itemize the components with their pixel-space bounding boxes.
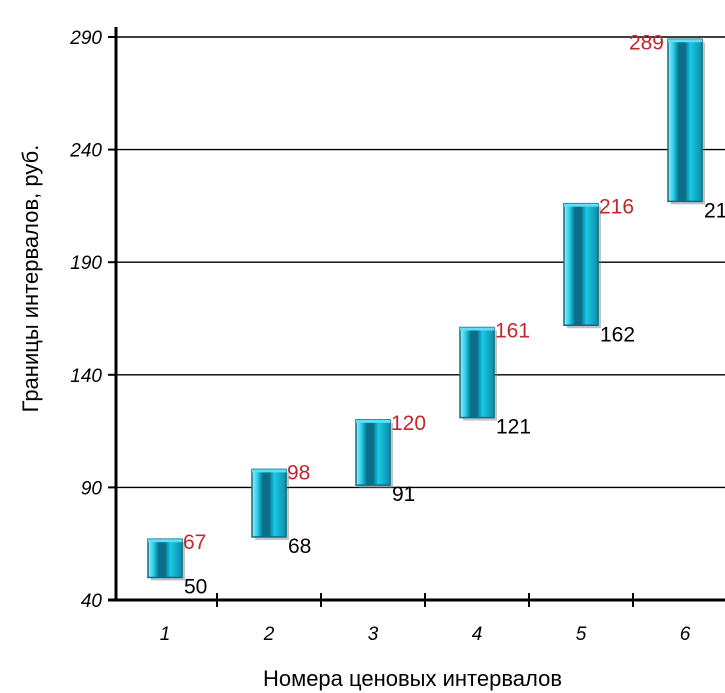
high-label: 216 [599,196,634,219]
gridlines [116,36,725,489]
range-bar-cap [564,203,598,207]
range-bar-cap [668,39,702,43]
range-bar-4 [459,326,497,421]
low-label: 121 [496,416,531,439]
range-bar [251,468,287,538]
low-label: 68 [288,535,311,558]
range-bar-cap [148,539,182,543]
range-bar-1 [147,538,185,581]
range-bar [667,38,703,203]
low-label: 217 [704,199,725,222]
y-tick-label: 290 [69,28,102,49]
range-bar-5 [563,202,601,329]
y-axis-title: Границы интервалов, руб. [18,145,43,413]
range-bar-cap [252,469,286,473]
range-bar-cap [460,327,494,331]
range-bar-2 [251,468,289,540]
y-tick-label: 140 [70,366,102,387]
high-label: 67 [183,531,206,554]
y-tick-labels: 40 90 140 190 240 290 [69,28,102,612]
x-tick-label: 6 [680,624,691,645]
high-label: 161 [495,320,530,343]
x-tick-label: 2 [263,624,275,645]
high-label: 120 [391,412,426,435]
range-bar [563,202,599,327]
x-tick-label: 5 [576,624,587,645]
data-labels: 67 50 98 68 120 91 161 121 216 162 289 217 [183,31,725,598]
x-tick-label: 1 [160,624,171,645]
axes [108,27,725,607]
range-bars [147,38,705,581]
x-axis-title: Номера ценовых интервалов [263,666,562,691]
high-label: 289 [629,31,664,54]
low-label: 91 [392,483,415,506]
low-label: 50 [184,575,207,598]
y-tick-label: 40 [81,591,103,612]
x-tick-label: 3 [368,624,379,645]
x-tick-label: 4 [472,624,483,645]
y-tick-label: 240 [69,141,102,162]
range-bar [147,538,183,579]
range-bar-cap [356,419,390,423]
y-tick-label: 90 [81,478,103,499]
low-label: 162 [600,323,635,346]
range-bar [459,326,495,419]
high-label: 98 [287,461,310,484]
y-tick-label: 190 [70,253,102,274]
range-bar-6 [667,38,705,205]
range-bar [355,419,391,486]
range-bar-3 [355,419,393,489]
x-tick-labels: 1 2 3 4 5 6 [160,624,691,645]
